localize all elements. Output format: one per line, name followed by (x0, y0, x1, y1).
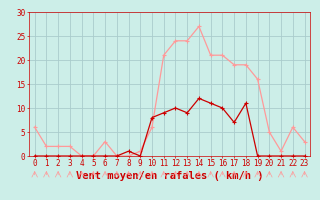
X-axis label: Vent moyen/en rafales ( km/h ): Vent moyen/en rafales ( km/h ) (76, 171, 263, 181)
